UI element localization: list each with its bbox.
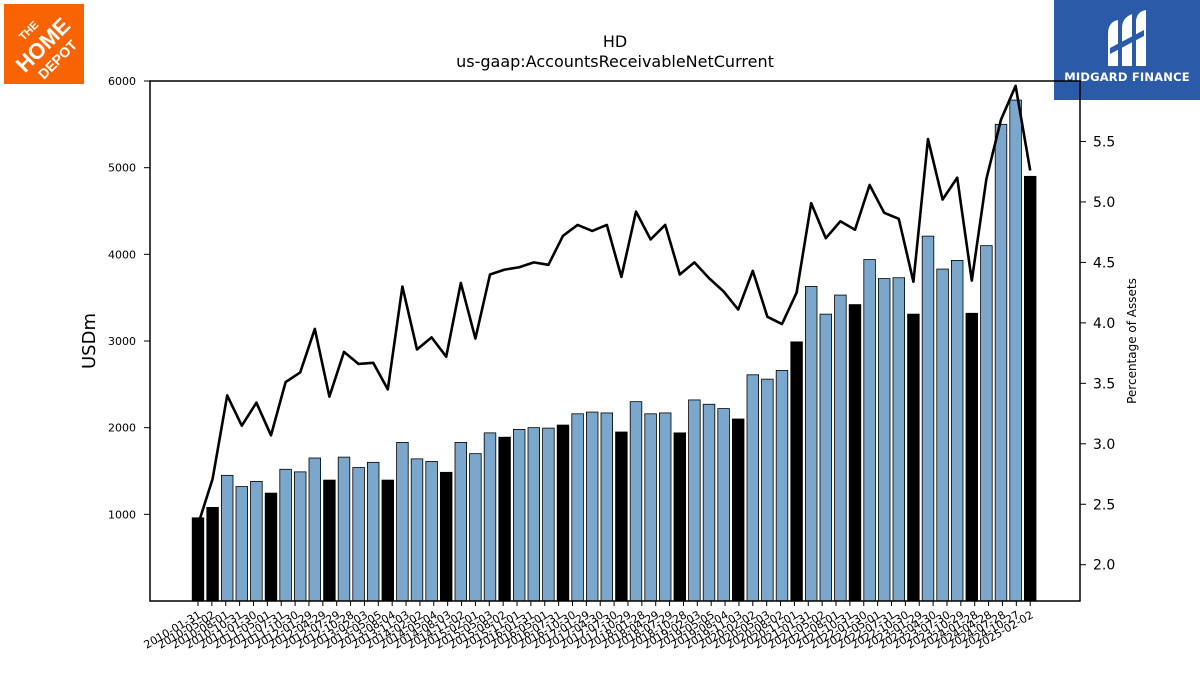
bar-2024-04-28 [1024,175,1037,602]
bar-2019-02-03 [717,408,730,602]
bar-2016-01-31 [542,427,555,602]
y-right-tick-label: 5.0 [1093,195,1115,211]
bar-2019-11-03 [761,378,774,602]
midgard-finance-logo: MIDGARD FINANCE [1054,0,1200,100]
bar-2010-05-02 [206,506,219,602]
bar-2016-05-01 [556,424,570,602]
midgard-mark-icon [1108,10,1146,66]
bar-2022-07-31 [921,235,935,602]
bar-2023-07-30 [980,245,993,602]
y-right-tick-label: 3.5 [1093,376,1115,392]
bar-2011-10-30 [293,471,307,602]
y-left-tick-label: 1000 [108,508,136,521]
y-right-tick-label: 4.5 [1093,255,1115,271]
chart-subtitle: us-gaap:AccountsReceivableNetCurrent [456,52,774,71]
y-left-tick-label: 4000 [108,248,136,261]
bar-2016-10-30 [586,411,599,602]
bar-2021-01-31 [834,294,847,602]
y-axis-right: 2.0 2.5 3.0 3.5 4.0 4.5 5.0 5.5 [1080,134,1115,574]
bar-2015-05-03 [498,436,511,602]
y-right-tick-label: 5.5 [1093,134,1115,150]
bar-2022-05-01 [907,313,920,602]
bar-2021-05-02 [848,304,862,602]
y-axis-left-label: USDm [79,313,100,369]
bar-2018-07-29 [688,399,701,602]
y-left-tick-label: 6000 [108,75,136,88]
bar-2023-04-30 [965,312,979,602]
bar-2014-11-02 [469,453,482,602]
bar-2020-11-01 [819,313,833,602]
x-axis: 2010-01-312010-05-022010-08-012010-10-31… [142,601,1036,652]
bar-2016-07-31 [571,413,584,602]
bar-2012-07-29 [337,456,351,602]
bar-2014-02-02 [425,461,438,602]
bar-2020-05-03 [790,341,803,602]
y-right-tick-label: 4.0 [1093,316,1115,332]
bar-2017-04-30 [615,431,628,602]
y-right-tick-label: 3.0 [1093,437,1115,453]
bar-2012-10-28 [352,467,365,602]
bar-2013-11-03 [410,458,424,602]
bar-2017-07-30 [629,401,643,602]
line-group [196,84,1032,526]
bar-2013-02-03 [366,461,380,602]
home-depot-logo: THE HOME DEPOT [4,4,84,84]
bar-2011-01-30 [250,480,263,602]
bar-2013-05-05 [381,479,395,602]
bar-2010-01-31 [191,517,205,602]
bar-2021-10-31 [878,278,891,602]
bar-2018-01-28 [659,412,672,602]
bar-2020-08-02 [805,285,818,602]
y-axis-left: 1000 2000 3000 4000 5000 6000 [108,75,150,521]
y-right-tick-label: 2.5 [1093,497,1115,513]
y-axis-right-label: Percentage of Assets [1125,278,1139,404]
bar-2023-10-29 [994,123,1008,602]
y-left-tick-label: 5000 [108,162,136,175]
bar-2020-02-02 [775,370,789,602]
percentage-line [196,84,1032,526]
home-depot-logo-graphic: THE HOME DEPOT [4,4,84,84]
bar-2014-05-04 [439,471,453,602]
bar-2021-08-01 [863,259,876,602]
bar-2022-10-30 [936,268,949,602]
bar-2022-01-30 [892,277,906,602]
bar-2015-08-02 [513,428,526,602]
bar-2023-01-29 [951,259,964,602]
y-left-tick-label: 2000 [108,422,136,435]
bar-2017-10-29 [644,413,657,602]
bar-2010-08-01 [220,474,234,602]
bar-2018-04-29 [673,432,687,602]
bar-2019-08-04 [746,374,760,602]
bar-2010-10-31 [235,486,249,602]
y-left-tick-label: 3000 [108,335,136,348]
bar-group [191,99,1037,602]
bar-2011-05-01 [264,492,278,602]
bar-2013-08-04 [396,441,409,602]
bar-2014-08-03 [454,441,468,602]
bar-2017-01-29 [600,412,614,602]
bar-2012-01-29 [308,457,322,602]
bar-2015-11-01 [527,427,541,602]
bar-2024-01-28 [1009,99,1022,602]
bar-2012-04-29 [323,479,336,602]
midgard-brand-text: MIDGARD FINANCE [1064,70,1190,84]
bar-2011-07-31 [279,468,292,602]
bar-2018-10-28 [702,403,716,602]
bar-2019-05-05 [732,418,745,602]
bar-2015-02-01 [483,432,497,602]
chart-title: HD [602,32,628,51]
y-right-tick-label: 2.0 [1093,558,1115,574]
